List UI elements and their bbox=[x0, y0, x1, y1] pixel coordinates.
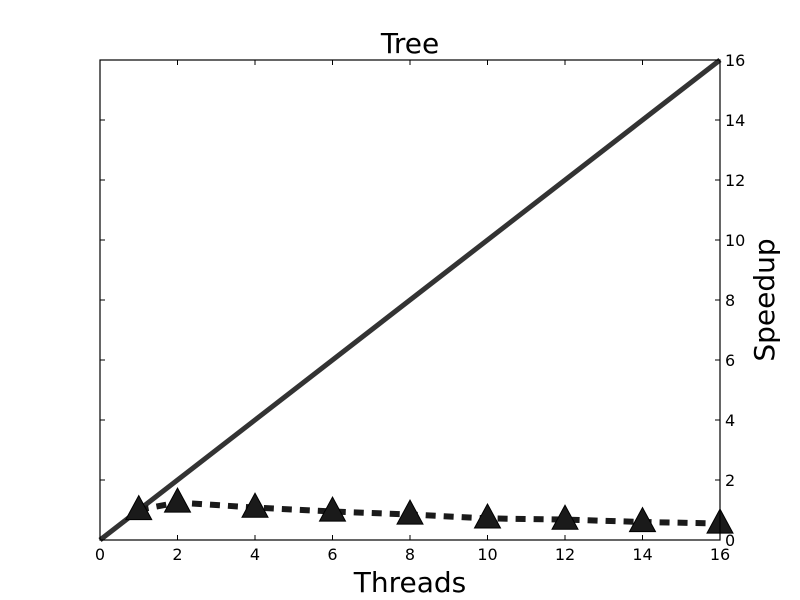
y-tick-label: 12 bbox=[725, 171, 745, 190]
x-tick-label: 6 bbox=[327, 545, 337, 564]
y-tick-label: 14 bbox=[725, 111, 745, 130]
series-layer bbox=[98, 58, 734, 542]
y-tick-label: 8 bbox=[725, 291, 735, 310]
x-axis-ticks: 0 2 4 6 8 10 12 14 16 bbox=[95, 60, 730, 564]
y-tick-label: 4 bbox=[725, 411, 735, 430]
triangle-marker bbox=[163, 487, 192, 513]
y-tick-label: 0 bbox=[725, 531, 735, 550]
y-tick-label: 6 bbox=[725, 351, 735, 370]
x-tick-label: 14 bbox=[632, 545, 652, 564]
triangle-marker bbox=[318, 496, 347, 522]
x-tick-label: 0 bbox=[95, 545, 105, 564]
triangle-marker bbox=[124, 494, 153, 521]
y-tick-label: 2 bbox=[725, 471, 735, 490]
triangle-marker bbox=[628, 506, 657, 533]
x-tick-label: 2 bbox=[172, 545, 182, 564]
y-axis-label: Speedup bbox=[748, 238, 781, 361]
y-tick-label: 10 bbox=[725, 231, 745, 250]
x-tick-label: 12 bbox=[555, 545, 575, 564]
x-tick-label: 4 bbox=[250, 545, 260, 564]
ideal-speedup-line bbox=[98, 58, 722, 542]
triangle-marker bbox=[241, 492, 269, 518]
x-tick-label: 10 bbox=[477, 545, 497, 564]
x-tick-label: 8 bbox=[405, 545, 415, 564]
x-axis-label: Threads bbox=[353, 566, 467, 599]
y-axis-ticks: 0 2 4 6 8 10 12 14 16 bbox=[100, 51, 745, 550]
triangle-marker bbox=[396, 499, 424, 525]
triangle-marker bbox=[473, 502, 502, 529]
x-tick-label: 16 bbox=[710, 545, 730, 564]
chart-title: Tree bbox=[380, 27, 439, 60]
measured-speedup-line bbox=[138, 499, 721, 527]
y-tick-label: 16 bbox=[725, 51, 745, 70]
triangle-marker bbox=[551, 504, 579, 530]
